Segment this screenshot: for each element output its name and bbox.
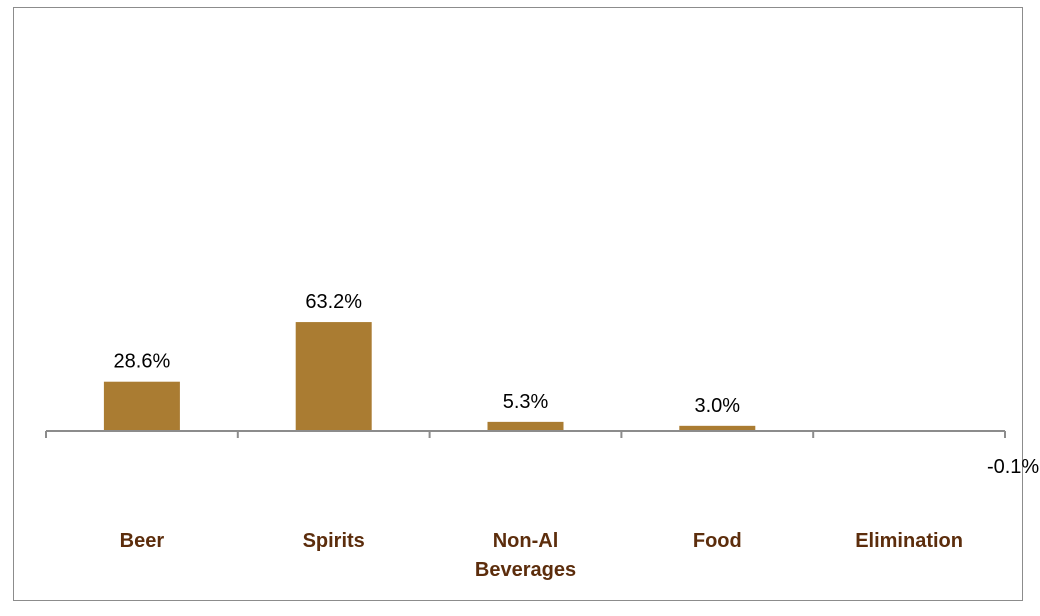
value-label: 5.3%	[503, 391, 549, 413]
value-labels-layer: 28.6% 63.2% 5.3% 3.0% -0.1%	[114, 291, 1040, 478]
bar-2	[487, 421, 564, 431]
value-label: -0.1%	[987, 456, 1039, 478]
category-label: Elimination	[855, 530, 963, 552]
category-label-line: Food	[693, 530, 742, 552]
value-label: 63.2%	[305, 291, 362, 313]
category-label: Non-Al Beverages	[475, 530, 576, 581]
category-label-line: Non-Al	[493, 530, 559, 552]
value-label: 3.0%	[695, 395, 741, 417]
category-labels-layer: Beer Spirits Non-Al Beverages Food Eliminatio…	[120, 530, 963, 581]
category-label: Food	[693, 530, 742, 552]
chart-frame	[13, 7, 1023, 601]
category-label: Spirits	[303, 530, 365, 552]
category-label-line: Beer	[120, 530, 165, 552]
category-label-line: Elimination	[855, 530, 963, 552]
category-label-line: Beverages	[475, 559, 576, 581]
value-label: 28.6%	[114, 351, 171, 373]
category-label: Beer	[120, 530, 165, 552]
bar-0	[103, 381, 180, 431]
bars-layer	[103, 322, 756, 431]
x-axis	[45, 430, 1006, 438]
bar-1	[295, 322, 372, 431]
category-label-line: Spirits	[303, 530, 365, 552]
bar-3	[679, 425, 756, 431]
